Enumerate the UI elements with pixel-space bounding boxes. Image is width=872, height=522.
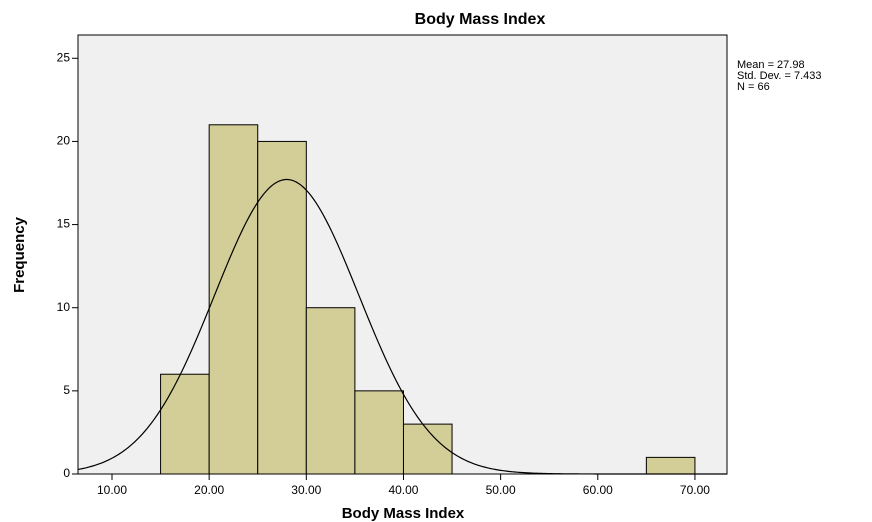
x-tick-label: 10.00 — [97, 483, 127, 497]
stat-label: Mean = 27.98 — [737, 59, 805, 71]
stat-label: N = 66 — [737, 81, 770, 93]
y-tick-label: 0 — [63, 466, 70, 480]
bar — [645, 456, 696, 475]
bar — [305, 307, 356, 475]
x-tick-label: 20.00 — [194, 483, 224, 497]
y-tick-label: 15 — [57, 217, 71, 231]
chart-title: Body Mass Index — [415, 11, 546, 28]
normal-curve — [77, 178, 727, 475]
x-tick-label: 50.00 — [486, 483, 516, 497]
bar — [160, 373, 210, 475]
bar — [354, 390, 404, 475]
x-tick-label: 60.00 — [583, 483, 613, 497]
stat-label: Std. Dev. = 7.433 — [737, 70, 822, 82]
bar — [402, 423, 453, 475]
bar — [257, 140, 307, 475]
x-tick-label: 70.00 — [680, 483, 710, 497]
y-tick-label: 10 — [57, 300, 71, 314]
x-tick-label: 30.00 — [291, 483, 321, 497]
bar — [208, 124, 259, 475]
x-tick-label: 40.00 — [388, 483, 418, 497]
y-tick-label: 5 — [63, 383, 70, 397]
y-axis-title: Frequency — [11, 216, 28, 293]
y-tick-label: 20 — [57, 134, 71, 148]
x-axis-title: Body Mass Index — [342, 505, 465, 522]
y-tick-label: 25 — [57, 50, 71, 64]
